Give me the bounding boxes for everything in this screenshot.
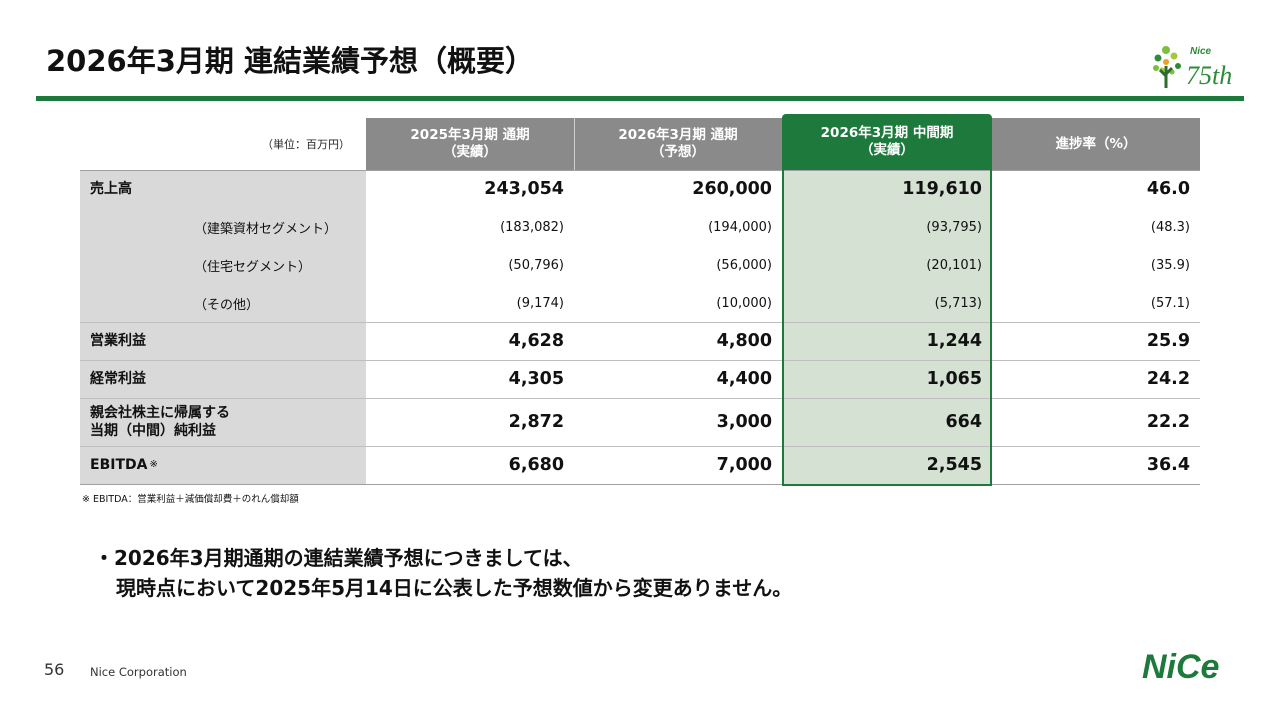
anniversary-75th-logo: Nice 75th [1153, 46, 1232, 90]
table-row: （住宅セグメント） (50,796) (56,000) (20,101) (35… [80, 246, 1200, 284]
logo-anniv-text: 75th [1186, 61, 1232, 90]
company-name: Nice Corporation [90, 665, 187, 679]
table-row: （建築資材セグメント） (183,082) (194,000) (93,795)… [80, 208, 1200, 246]
value-cell: (93,795) [782, 208, 992, 246]
value-cell: 4,305 [508, 369, 564, 389]
title-divider [36, 96, 1244, 101]
unit-label: （単位：百万円） [80, 118, 366, 170]
value-cell: 4,400 [716, 369, 772, 389]
value-cell: (50,796) [508, 257, 564, 273]
nice-logo-text: NiCe [1142, 648, 1219, 684]
row-label: （住宅セグメント） [80, 246, 366, 284]
value-cell: 1,065 [782, 360, 992, 398]
header-fy2026-interim-actual: 2026年3月期 中間期 （実績） [782, 114, 992, 170]
row-label: 経常利益 [80, 360, 366, 398]
value-cell: (35.9) [1150, 257, 1190, 273]
value-cell: 243,054 [484, 179, 564, 199]
table-row: 売上高 243,054 260,000 119,610 46.0 [80, 170, 1200, 208]
table-row: 営業利益 4,628 4,800 1,244 25.9 [80, 322, 1200, 360]
row-label: 売上高 [80, 170, 366, 208]
table-row: EBITDA ※ 6,680 7,000 2,545 36.4 [80, 446, 1200, 484]
value-cell: 25.9 [1146, 331, 1190, 351]
value-cell: 24.2 [1146, 369, 1190, 389]
nice-logo: NiCe [1142, 648, 1219, 684]
value-cell: (20,101) [782, 246, 992, 284]
value-cell: 36.4 [1146, 455, 1190, 475]
table-header-row: （単位：百万円） 2025年3月期 通期 （実績） 2026年3月期 通期 （予想）… [80, 114, 1200, 170]
value-cell: 4,628 [508, 331, 564, 351]
value-cell: (48.3) [1150, 219, 1190, 235]
row-label: 親会社株主に帰属する 当期（中間）純利益 [80, 398, 366, 446]
value-cell: (9,174) [516, 295, 564, 311]
interim-highlight-frame [782, 170, 992, 486]
table-row: （その他） (9,174) (10,000) (5,713) (57.1) [80, 284, 1200, 322]
value-cell: 6,680 [508, 455, 564, 475]
row-label: EBITDA ※ [80, 446, 366, 484]
logo-brand-text: Nice [1190, 46, 1212, 57]
value-cell: 2,872 [508, 412, 564, 432]
page-number: 56 [44, 660, 65, 679]
value-cell: 119,610 [782, 170, 992, 208]
value-cell: 4,800 [716, 331, 772, 351]
value-cell: (56,000) [716, 257, 772, 273]
value-cell: (5,713) [782, 284, 992, 322]
value-cell: 664 [782, 398, 992, 446]
table-row: 経常利益 4,305 4,400 1,065 24.2 [80, 360, 1200, 398]
value-cell: (183,082) [500, 219, 564, 235]
value-cell: (10,000) [716, 295, 772, 311]
row-label: 営業利益 [80, 322, 366, 360]
table-row: 親会社株主に帰属する 当期（中間）純利益 2,872 3,000 664 22.2 [80, 398, 1200, 446]
value-cell: (194,000) [708, 219, 772, 235]
value-cell: (57.1) [1150, 295, 1190, 311]
row-label: （建築資材セグメント） [80, 208, 366, 246]
footnote: ※ EBITDA：営業利益＋減価償却費＋のれん償却額 [82, 494, 299, 505]
value-cell: 3,000 [716, 412, 772, 432]
value-cell: 7,000 [716, 455, 772, 475]
page-title: 2026年3月期 連結業績予想（概要） [46, 44, 534, 78]
value-cell: 46.0 [1146, 179, 1190, 199]
bullet-text: ・2026年3月期通期の連結業績予想につきましては、 現時点において2025年5… [94, 546, 793, 600]
header-fy2026-forecast: 2026年3月期 通期 （予想） [574, 118, 782, 170]
row-label: （その他） [80, 284, 366, 322]
value-cell: 22.2 [1146, 412, 1190, 432]
value-cell: 260,000 [692, 179, 772, 199]
header-fy2025-actual: 2025年3月期 通期 （実績） [366, 118, 574, 170]
header-progress-rate: 進捗率（%） [992, 118, 1200, 170]
value-cell: 2,545 [782, 446, 992, 484]
value-cell: 1,244 [782, 322, 992, 360]
